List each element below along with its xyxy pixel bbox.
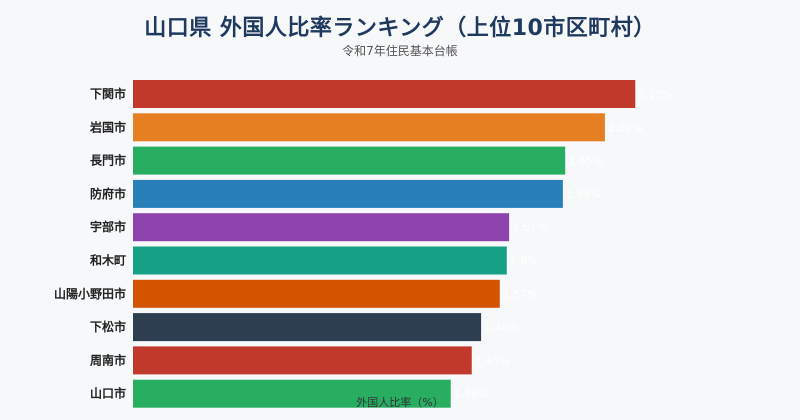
bar xyxy=(133,246,507,275)
category-label: 宇部市 xyxy=(90,219,126,234)
category-label: 岩国市 xyxy=(89,119,126,134)
value-label: 2.02% xyxy=(608,121,643,134)
bar xyxy=(133,379,451,408)
value-label: 1.45% xyxy=(475,354,510,367)
bar xyxy=(133,179,563,208)
category-label: 山口市 xyxy=(90,386,126,401)
category-label: 下松市 xyxy=(90,319,126,334)
bar xyxy=(133,346,472,375)
category-label: 防府市 xyxy=(90,186,126,201)
value-label: 1.49% xyxy=(484,321,519,334)
value-label: 1.57% xyxy=(503,288,538,301)
value-label: 2.15% xyxy=(638,88,673,101)
value-label: 1.84% xyxy=(566,188,601,201)
value-label: 1.61% xyxy=(512,221,547,234)
chart-title: 山口県 外国人比率ランキング（上位10市区町村） xyxy=(144,16,656,41)
category-label: 長門市 xyxy=(90,153,126,168)
bar xyxy=(133,80,636,108)
value-label: 1.85% xyxy=(568,155,603,168)
value-label: 1.36% xyxy=(454,388,489,401)
chart-subtitle: 令和7年住民基本台帳 xyxy=(342,44,458,58)
x-axis-label: 外国人比率（%） xyxy=(356,396,444,409)
bar xyxy=(133,146,566,175)
bar xyxy=(133,213,510,242)
category-label: 周南市 xyxy=(90,352,126,367)
category-label: 山陽小野田市 xyxy=(54,286,126,301)
bar xyxy=(133,313,482,342)
value-label: 1.6% xyxy=(510,255,538,268)
bar xyxy=(133,113,605,142)
bar xyxy=(133,279,500,308)
category-label: 和木町 xyxy=(89,253,126,268)
category-label: 下関市 xyxy=(90,86,126,101)
